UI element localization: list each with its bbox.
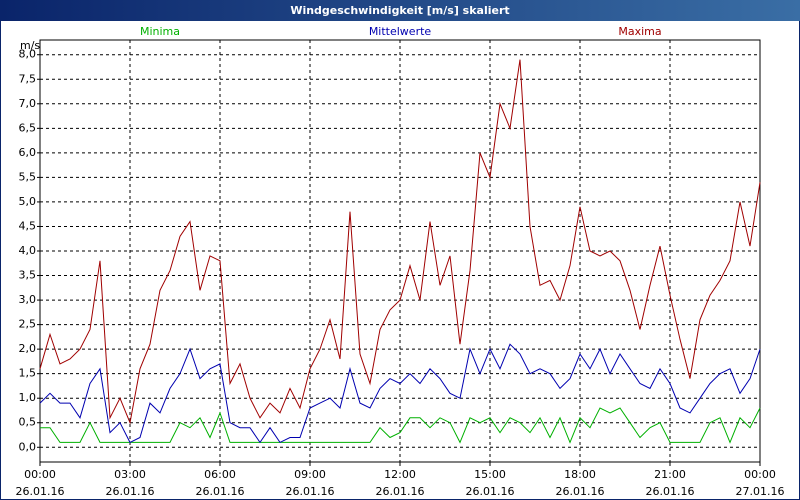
y-tick-label: 8,0 xyxy=(19,48,37,61)
y-tick-label: 2,5 xyxy=(19,318,37,331)
series-line xyxy=(39,59,761,425)
y-tick-label: 3,0 xyxy=(19,293,37,306)
x-tick-label: 00:00 xyxy=(24,468,56,481)
x-tick-date: 26.01.16 xyxy=(16,485,65,498)
legend-entry: Mittelwerte xyxy=(369,25,432,38)
x-tick-label: 18:00 xyxy=(564,468,596,481)
x-tick-label: 12:00 xyxy=(384,468,416,481)
y-tick-label: 7,0 xyxy=(19,97,37,110)
x-tick-label: 09:00 xyxy=(294,468,326,481)
y-tick-label: 4,0 xyxy=(19,244,37,257)
x-tick-date: 27.01.16 xyxy=(736,485,785,498)
series-line xyxy=(40,407,761,444)
x-tick-label: 15:00 xyxy=(474,468,506,481)
y-tick-label: 3,5 xyxy=(19,269,37,282)
plot-frame xyxy=(39,39,761,463)
x-tick-date: 26.01.16 xyxy=(466,485,515,498)
chart-title: Windgeschwindigkeit [m/s] skaliert xyxy=(290,4,509,17)
x-tick-label: 03:00 xyxy=(114,468,146,481)
legend-entry: Maxima xyxy=(618,25,661,38)
x-tick-label: 21:00 xyxy=(654,468,686,481)
x-tick-date: 26.01.16 xyxy=(196,485,245,498)
y-axis-label: m/s xyxy=(20,39,40,52)
x-tick-date: 26.01.16 xyxy=(376,485,425,498)
y-tick-label: 1,5 xyxy=(19,367,37,380)
y-tick-label: 6,0 xyxy=(19,146,37,159)
y-tick-label: 0,5 xyxy=(19,416,37,429)
y-tick-label: 0,0 xyxy=(19,440,37,453)
x-tick-date: 26.01.16 xyxy=(556,485,605,498)
x-tick-date: 26.01.16 xyxy=(106,485,155,498)
x-tick-label: 00:00 xyxy=(744,468,776,481)
series-line xyxy=(39,343,761,444)
x-tick-date: 26.01.16 xyxy=(646,485,695,498)
legend-entry: Minima xyxy=(140,25,180,38)
title-bar xyxy=(0,0,800,21)
x-tick-label: 06:00 xyxy=(204,468,236,481)
y-tick-label: 7,5 xyxy=(19,72,37,85)
y-tick-label: 5,0 xyxy=(19,195,37,208)
y-tick-label: 2,0 xyxy=(19,342,37,355)
x-tick-date: 26.01.16 xyxy=(286,485,335,498)
y-tick-label: 5,5 xyxy=(19,170,37,183)
y-tick-label: 1,0 xyxy=(19,391,37,404)
y-tick-label: 6,5 xyxy=(19,121,37,134)
y-tick-label: 4,5 xyxy=(19,219,37,232)
